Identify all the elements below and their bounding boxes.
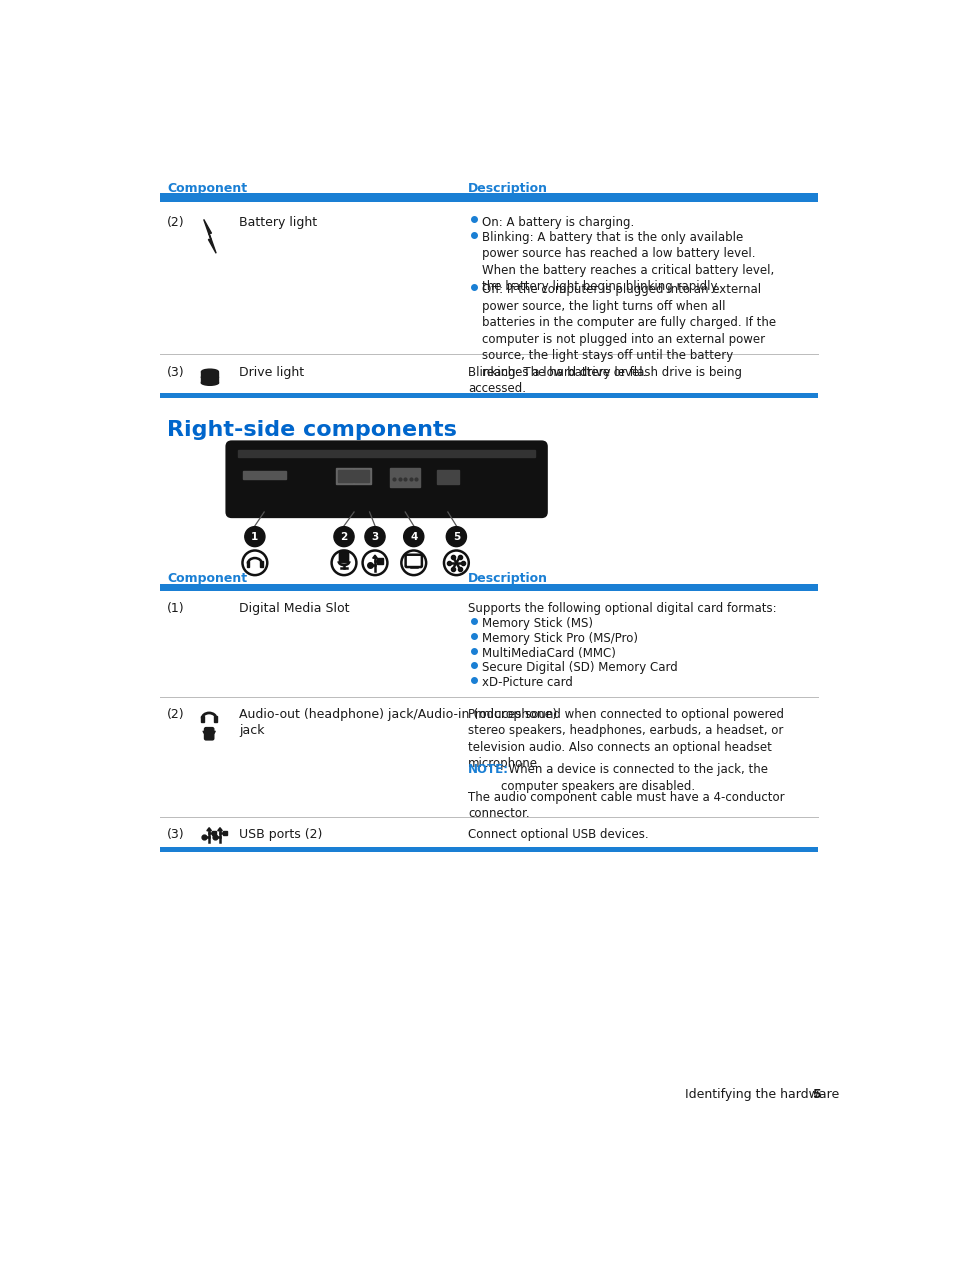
Text: NOTE:: NOTE: <box>468 763 509 776</box>
FancyBboxPatch shape <box>339 550 348 563</box>
Text: The audio component cable must have a 4-conductor
connector.: The audio component cable must have a 4-… <box>468 791 783 820</box>
Bar <box>213 716 216 723</box>
Text: Produces sound when connected to optional powered
stereo speakers, headphones, e: Produces sound when connected to optiona… <box>468 707 783 770</box>
Text: 2: 2 <box>340 532 347 541</box>
Text: (3): (3) <box>167 366 185 378</box>
Bar <box>159 584 818 589</box>
Bar <box>335 469 371 484</box>
Text: Digital Media Slot: Digital Media Slot <box>239 602 350 615</box>
Polygon shape <box>207 828 212 831</box>
Text: Audio-out (headphone) jack/Audio-in (microphone)
jack: Audio-out (headphone) jack/Audio-in (mic… <box>239 707 558 737</box>
Text: Drive light: Drive light <box>239 366 304 378</box>
Bar <box>260 561 262 568</box>
Bar <box>436 470 458 484</box>
Text: Identifying the hardware: Identifying the hardware <box>684 1088 839 1101</box>
Bar <box>354 470 369 481</box>
Text: Memory Stick (MS): Memory Stick (MS) <box>481 617 593 630</box>
Text: When a device is connected to the jack, the
computer speakers are disabled.: When a device is connected to the jack, … <box>500 763 767 792</box>
Text: Off: If the computer is plugged into an external
power source, the light turns o: Off: If the computer is plugged into an … <box>481 283 775 378</box>
Bar <box>159 193 818 198</box>
Ellipse shape <box>201 370 218 375</box>
Text: 3: 3 <box>371 532 378 541</box>
Text: (2): (2) <box>167 707 185 720</box>
Polygon shape <box>373 555 377 559</box>
Text: Battery light: Battery light <box>239 216 317 229</box>
Bar <box>243 471 286 479</box>
Text: Right-side components: Right-side components <box>167 419 456 439</box>
Text: xD-Picture card: xD-Picture card <box>481 676 572 690</box>
Text: (3): (3) <box>167 828 185 841</box>
Bar <box>390 469 419 486</box>
Text: Memory Stick Pro (MS/Pro): Memory Stick Pro (MS/Pro) <box>481 632 638 645</box>
Bar <box>201 716 204 723</box>
Text: Supports the following optional digital card formats:: Supports the following optional digital … <box>468 602 776 615</box>
Circle shape <box>446 527 466 546</box>
Text: Blinking: The hard drive or flash drive is being
accessed.: Blinking: The hard drive or flash drive … <box>468 366 741 395</box>
Text: 5: 5 <box>453 532 459 541</box>
Circle shape <box>245 527 265 546</box>
Bar <box>247 561 249 568</box>
Circle shape <box>334 527 354 546</box>
Text: MultiMediaCard (MMC): MultiMediaCard (MMC) <box>481 646 616 659</box>
Text: Component: Component <box>167 182 247 194</box>
Bar <box>201 377 218 382</box>
Text: 4: 4 <box>410 532 417 541</box>
Bar <box>237 450 535 457</box>
Text: (1): (1) <box>167 602 185 615</box>
Ellipse shape <box>201 375 218 380</box>
Text: (2): (2) <box>167 216 185 229</box>
Polygon shape <box>217 828 222 831</box>
FancyBboxPatch shape <box>225 441 547 518</box>
Bar <box>159 198 818 202</box>
Text: Description: Description <box>468 573 547 585</box>
Text: On: A battery is charging.: On: A battery is charging. <box>481 216 634 229</box>
Bar <box>159 392 818 398</box>
Text: Component: Component <box>167 573 247 585</box>
Text: 1: 1 <box>251 532 258 541</box>
Bar <box>201 372 218 377</box>
Circle shape <box>365 527 385 546</box>
Text: 5: 5 <box>812 1088 821 1101</box>
Text: Blinking: A battery that is the only available
power source has reached a low ba: Blinking: A battery that is the only ava… <box>481 231 774 293</box>
Text: Description: Description <box>468 182 547 194</box>
Polygon shape <box>204 220 216 253</box>
Circle shape <box>403 527 423 546</box>
FancyBboxPatch shape <box>204 728 213 740</box>
Text: Secure Digital (SD) Memory Card: Secure Digital (SD) Memory Card <box>481 662 677 674</box>
Text: Connect optional USB devices.: Connect optional USB devices. <box>468 828 648 841</box>
Bar <box>159 589 818 592</box>
Bar <box>159 847 818 852</box>
Bar <box>337 470 353 481</box>
Ellipse shape <box>201 380 218 385</box>
Text: USB ports (2): USB ports (2) <box>239 828 322 841</box>
